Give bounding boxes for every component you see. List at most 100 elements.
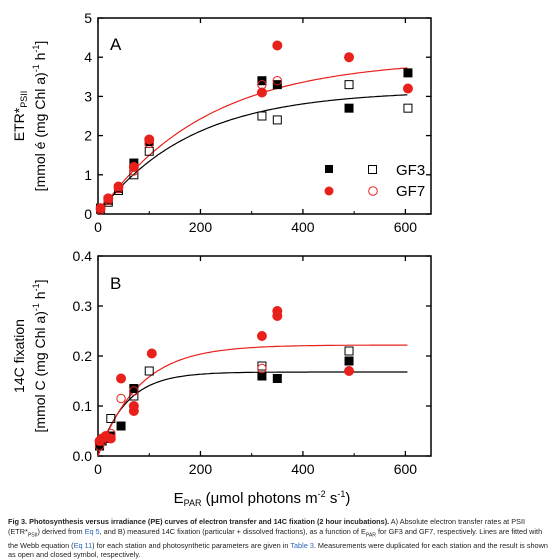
caption-text-6: . Measurements were duplicated for each … <box>8 540 548 560</box>
panel-b-xtick-label: 0 <box>94 461 102 477</box>
panel-a-fit-curve <box>97 94 408 215</box>
panel-a-xtick-label: 0 <box>94 219 102 235</box>
panel-b-point-gf3-filled <box>272 374 282 383</box>
panel-b-point-gf7-open <box>94 441 105 451</box>
caption-link-eq11[interactable]: Eq 11 <box>73 540 93 550</box>
panel-a-fits <box>97 67 408 215</box>
panel-b-ytick-label: 0.2 <box>73 348 93 364</box>
panel-a-ylabel-unit-h: h <box>32 53 48 65</box>
panel-b-ytick-label: 0.0 <box>73 448 93 464</box>
panel-b-points <box>94 306 355 451</box>
caption-sub-psii: PSII <box>27 532 38 539</box>
panel-a-point-gf7-open <box>103 195 113 205</box>
panel-b-point-gf3-open <box>106 414 116 423</box>
panel-b-ylabel-main: 14C fixation <box>11 319 27 393</box>
panel-a-point-gf3-open <box>272 115 282 125</box>
figure-caption: Fig 3. Photosynthesis versus irradiance … <box>8 517 548 560</box>
figure-chart: A 0 200 400 600 0 1 2 3 4 5 GF3 GF7 ETR*PSII [mmo… <box>11 10 432 508</box>
legend-gf3-open-marker <box>368 165 377 174</box>
panel-a-point-gf3-filled <box>403 68 413 78</box>
panel-b-point-gf7-filled <box>256 331 267 341</box>
panel-b-ylabel-unit-sup2: -1 <box>31 283 41 291</box>
panel-b-point-gf7-open <box>129 386 139 396</box>
panel-a-point-gf3-open <box>344 80 354 90</box>
panel-a-point-gf7-filled <box>272 40 283 51</box>
panel-a-ylabel-main: ETR* <box>11 107 27 141</box>
panel-a-point-gf7-filled <box>103 193 114 204</box>
legend: GF3 GF7 <box>324 162 425 200</box>
caption-link-eq5[interactable]: Eq 5 <box>84 526 100 536</box>
svg-text:[mmol C (mg Chl a)-1 h-1]: [mmol C (mg Chl a)-1 h-1] <box>31 280 48 433</box>
panel-b-point-gf7-filled <box>116 373 127 384</box>
legend-gf7-filled-marker <box>324 186 334 196</box>
caption-text-1: A) Absolute electron transfer rates at P… <box>8 517 526 536</box>
panel-a-point-gf7-filled <box>95 203 106 214</box>
panel-b: B 0 200 400 600 0.0 0.1 0.2 0.3 0.4 14C fixation… <box>11 248 432 508</box>
panel-b-point-gf7-filled <box>105 433 116 444</box>
panel-a-ticks: 0 200 400 600 0 1 2 3 4 5 <box>84 10 431 235</box>
panel-a-ylabel-sub: PSII <box>19 91 29 108</box>
panel-a-point-gf7-open <box>272 76 283 86</box>
panel-b-fit-curve <box>97 371 408 457</box>
panel-b-ylabel: 14C fixation [mmol C (mg Chl a)-1 h-1] <box>11 280 48 433</box>
panel-a-point-gf3-open <box>257 111 267 121</box>
panel-b-ytick-label: 0.4 <box>73 248 93 264</box>
x-axis-label-unit: (μmol photons m <box>201 490 317 507</box>
panel-a-frame <box>97 17 432 215</box>
panel-a-ylabel-unit-sup1: -1 <box>31 64 41 72</box>
panel-a-ylabel-unit-sup2: -1 <box>31 45 41 53</box>
panel-a-label: A <box>110 35 122 54</box>
panel-a-ytick-label: 2 <box>84 128 92 144</box>
panel-a-point-gf7-open <box>129 166 139 176</box>
caption-text-2: ) derived from <box>37 526 85 536</box>
panel-b-point-gf3-open <box>129 391 139 401</box>
panel-b-point-gf7-filled <box>272 306 283 316</box>
panel-a-point-gf3-open <box>403 103 413 113</box>
panel-b-point-gf7-filled <box>344 366 355 376</box>
caption-text-3: , and B) measured 14C fixation (particul… <box>99 526 366 536</box>
panel-a-points <box>95 40 413 215</box>
x-axis-label-close: ) <box>345 490 350 507</box>
legend-gf7-label: GF7 <box>396 183 425 200</box>
panel-a-point-gf3-filled <box>344 103 354 113</box>
panel-a-xtick-label: 400 <box>291 219 315 235</box>
caption-title: Fig 3. Photosynthesis versus irradiance … <box>8 517 390 526</box>
panel-b-label: B <box>110 274 121 293</box>
panel-b-ylabel-unit-h: h <box>32 291 48 303</box>
svg-text:ETR*PSII: ETR*PSII <box>11 91 29 141</box>
panel-b-xtick-label: 200 <box>189 461 213 477</box>
panel-a-ytick-label: 4 <box>84 49 92 65</box>
svg-text:[mmol é (mg Chl a)-1 h-1]: [mmol é (mg Chl a)-1 h-1] <box>31 41 48 192</box>
caption-link-table3[interactable]: Table 3 <box>290 540 314 550</box>
panel-b-point-gf7-open <box>116 393 126 404</box>
x-axis-label-sub: PAR <box>184 498 202 508</box>
panel-a-point-gf7-open <box>95 205 106 215</box>
panel-a-ytick-label: 0 <box>84 206 92 222</box>
panel-b-point-gf3-filled <box>116 421 126 431</box>
panel-b-point-gf7-open <box>257 363 267 374</box>
x-axis-label: EPAR (μmol photons m-2 s-1) <box>174 489 351 508</box>
x-axis-label-main: E <box>174 490 184 507</box>
panel-a-point-gf7-filled <box>344 52 355 63</box>
caption-text-5: ) for each station and photosynthetic pa… <box>92 540 291 550</box>
panel-b-ylabel-unit: [mmol C (mg Chl a) <box>32 311 48 432</box>
panel-b-point-gf7-filled <box>128 401 139 411</box>
svg-text:14C fixation: 14C fixation <box>11 319 27 393</box>
x-axis-label-unit-s: s <box>326 490 338 507</box>
x-axis-label-sup2: -1 <box>337 489 345 499</box>
panel-b-point-gf3-open <box>144 366 154 376</box>
panel-a-point-gf7-filled <box>113 181 124 192</box>
panel-b-point-gf7-filled <box>146 348 157 359</box>
panel-a-ytick-label: 3 <box>84 88 92 104</box>
panel-b-point-gf7-open <box>97 436 107 446</box>
x-axis-label-sup1: -2 <box>318 489 326 499</box>
legend-gf7-open-marker <box>368 186 378 196</box>
caption-text-4: for GF3 and GF7, respectively. Lines are… <box>8 526 543 550</box>
legend-gf3-label: GF3 <box>396 162 425 179</box>
panel-a-ylabel-unit-close: ] <box>32 41 48 45</box>
panel-b-fits <box>97 344 408 457</box>
panel-a-point-gf7-open <box>144 138 154 149</box>
panel-b-point-gf3-filled <box>344 356 354 366</box>
panel-a-point-gf7-open <box>257 79 267 90</box>
panel-a-point-gf7-filled <box>256 87 267 98</box>
